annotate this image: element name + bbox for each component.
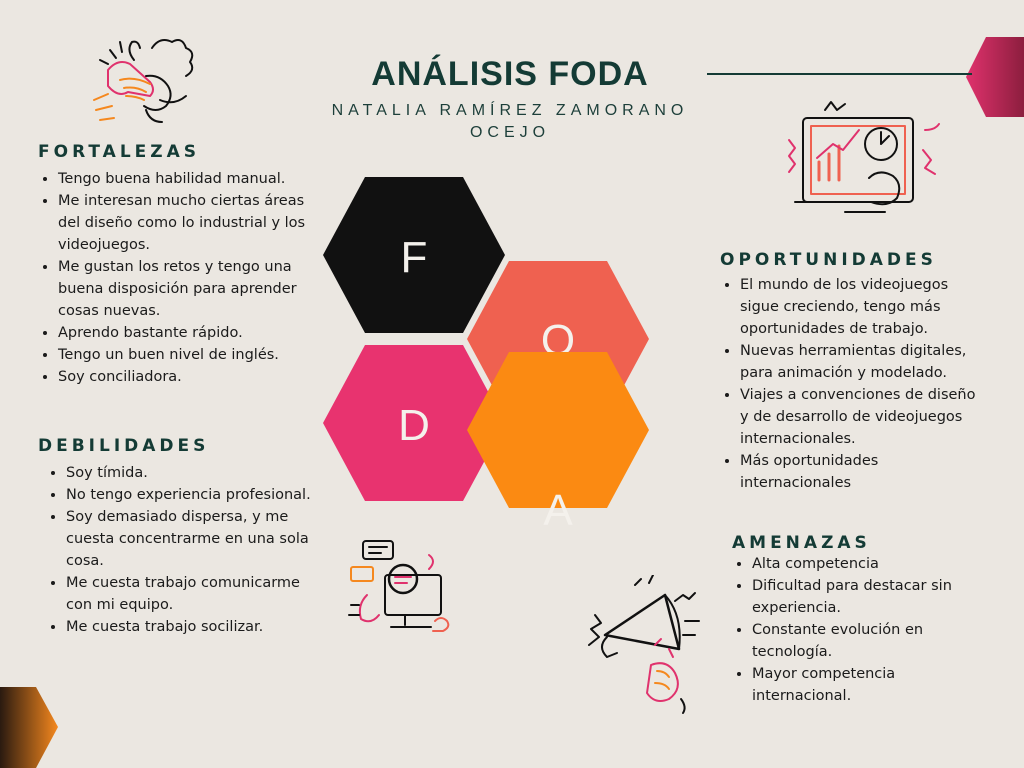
- hex-a-letter: A: [543, 486, 573, 535]
- list-item: Nuevas herramientas digitales, para anim…: [740, 340, 980, 384]
- computer-search-icon: [348, 540, 450, 632]
- hex-f-letter: F: [401, 233, 428, 282]
- amenazas-list: Alta competencia Dificultad para destaca…: [732, 553, 992, 707]
- list-item: No tengo experiencia profesional.: [66, 484, 323, 506]
- list-item: Mayor competencia internacional.: [752, 663, 992, 707]
- oportunidades-list: El mundo de los videojuegos sigue crecie…: [720, 274, 980, 494]
- amenazas-section: AMENAZAS Alta competencia Dificultad par…: [732, 533, 992, 707]
- page-title: ANÁLISIS FODA: [371, 55, 649, 93]
- list-item: Viajes a convenciones de diseño y de des…: [740, 384, 980, 450]
- hex-d-letter: D: [398, 401, 430, 450]
- fortalezas-heading: FORTALEZAS: [38, 142, 200, 162]
- corner-decoration-top-right: [966, 37, 1024, 117]
- hex-d: D: [323, 345, 505, 501]
- list-item: Más oportunidades internacionales: [740, 450, 980, 494]
- debilidades-section: DEBILIDADES Soy tímida. No tengo experie…: [38, 436, 323, 638]
- list-item: Tengo buena habilidad manual.: [58, 168, 308, 190]
- list-item: Aprendo bastante rápido.: [58, 322, 308, 344]
- list-item: Alta competencia: [752, 553, 992, 575]
- foda-hexagons: F O D A: [323, 177, 649, 535]
- oportunidades-heading: OPORTUNIDADES: [720, 250, 937, 270]
- hands-clap-icon: [93, 39, 194, 123]
- fortalezas-section: FORTALEZAS Tengo buena habilidad manual.…: [38, 142, 308, 388]
- oportunidades-section: OPORTUNIDADES El mundo de los videojuego…: [720, 250, 980, 494]
- corner-decoration-bottom-left: [0, 687, 58, 768]
- amenazas-heading: AMENAZAS: [732, 533, 871, 553]
- list-item: Soy conciliadora.: [58, 366, 308, 388]
- title-divider: [707, 73, 972, 75]
- list-item: Me gustan los retos y tengo una buena di…: [58, 256, 308, 322]
- hex-a: A: [467, 352, 649, 535]
- list-item: Tengo un buen nivel de inglés.: [58, 344, 308, 366]
- list-item: Me cuesta trabajo socilizar.: [66, 616, 323, 638]
- list-item: Me cuesta trabajo comunicarme con mi equ…: [66, 572, 323, 616]
- list-item: El mundo de los videojuegos sigue crecie…: [740, 274, 980, 340]
- megaphone-icon: [588, 575, 700, 714]
- list-item: Soy tímida.: [66, 462, 323, 484]
- debilidades-heading: DEBILIDADES: [38, 436, 210, 456]
- author-name: NATALIA RAMÍREZ ZAMORANO OCEJO: [331, 102, 689, 141]
- list-item: Dificultad para destacar sin experiencia…: [752, 575, 992, 619]
- list-item: Soy demasiado dispersa, y me cuesta conc…: [66, 506, 323, 572]
- debilidades-list: Soy tímida. No tengo experiencia profesi…: [38, 462, 323, 638]
- chart-presentation-icon: [788, 101, 940, 213]
- list-item: Constante evolución en tecnología.: [752, 619, 992, 663]
- fortalezas-list: Tengo buena habilidad manual. Me interes…: [38, 168, 308, 388]
- list-item: Me interesan mucho ciertas áreas del dis…: [58, 190, 308, 256]
- hex-f: F: [323, 177, 505, 333]
